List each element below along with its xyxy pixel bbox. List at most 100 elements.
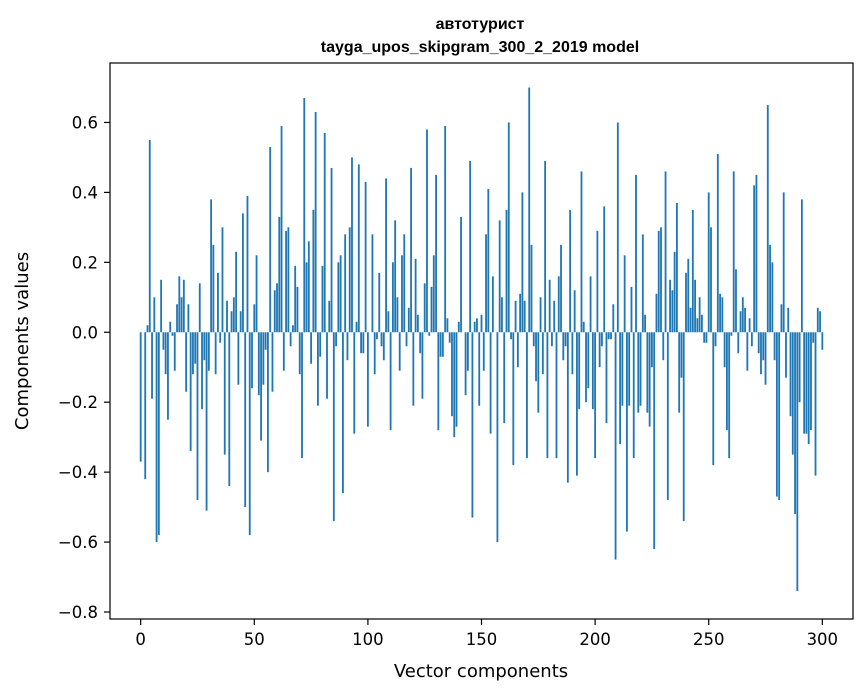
bar xyxy=(648,332,651,427)
bar xyxy=(573,290,576,333)
bar xyxy=(357,164,360,333)
bar xyxy=(244,332,247,508)
bar xyxy=(807,332,810,445)
bar xyxy=(560,244,562,333)
bar xyxy=(501,297,503,333)
bar xyxy=(591,332,594,410)
bar xyxy=(660,227,662,333)
bar xyxy=(242,213,244,333)
bar xyxy=(160,279,163,333)
bar xyxy=(210,199,213,333)
bar xyxy=(646,332,649,413)
bar xyxy=(641,234,644,333)
bar xyxy=(635,174,637,333)
bar xyxy=(621,332,624,406)
bar xyxy=(748,318,751,333)
bar xyxy=(598,332,601,368)
bar xyxy=(551,332,553,347)
bar xyxy=(739,311,742,333)
bar xyxy=(669,279,671,333)
bar xyxy=(519,293,522,333)
bar xyxy=(219,332,222,343)
bar xyxy=(819,311,821,333)
plot-frame xyxy=(109,62,854,620)
bar xyxy=(441,332,444,357)
bar xyxy=(539,297,542,333)
bar xyxy=(612,304,615,333)
bar xyxy=(655,293,658,333)
bar xyxy=(337,262,340,333)
bar xyxy=(555,332,558,459)
bar xyxy=(800,199,803,333)
bar xyxy=(446,318,449,333)
bar xyxy=(626,332,628,532)
bar xyxy=(364,181,367,333)
bar xyxy=(544,160,547,333)
bar xyxy=(305,262,308,333)
bar xyxy=(480,314,483,333)
bar xyxy=(814,332,817,476)
bar xyxy=(757,332,760,354)
bar xyxy=(230,311,233,333)
bar xyxy=(725,332,728,431)
bar xyxy=(232,297,235,333)
chart-subtitle: tayga_upos_skipgram_300_2_2019 model xyxy=(321,39,639,56)
bar xyxy=(619,332,622,445)
bar xyxy=(155,332,158,543)
bar xyxy=(194,332,197,364)
bar xyxy=(521,192,524,333)
bar xyxy=(255,255,258,333)
bar xyxy=(189,332,192,452)
y-axis-ticks: −0.8 −0.6 −0.4 −0.2 0.0 0.2 0.4 0.6 xyxy=(58,113,110,622)
bar xyxy=(571,332,574,375)
bar xyxy=(221,227,224,333)
bar xyxy=(680,332,683,378)
bar xyxy=(339,255,342,333)
y-axis-label: Components values xyxy=(12,252,33,430)
bar xyxy=(482,332,485,371)
bar xyxy=(419,332,422,354)
bar xyxy=(310,332,312,364)
bar xyxy=(741,297,744,333)
bar xyxy=(705,332,708,343)
bar xyxy=(478,332,481,406)
bar xyxy=(657,230,660,333)
bar xyxy=(773,332,776,361)
bar xyxy=(351,157,353,333)
bar xyxy=(169,321,172,333)
bar xyxy=(816,307,819,333)
bar xyxy=(498,220,501,333)
bar xyxy=(548,279,551,333)
bar xyxy=(439,332,442,357)
bar xyxy=(380,332,383,347)
y-tick-label: −0.6 xyxy=(58,533,98,552)
bar xyxy=(746,332,749,371)
bar xyxy=(444,125,447,333)
y-tick-label: −0.8 xyxy=(58,603,98,622)
bar xyxy=(516,332,519,368)
bar xyxy=(460,216,462,333)
bar xyxy=(148,139,151,333)
bar xyxy=(580,171,583,333)
bar xyxy=(398,332,401,371)
bar xyxy=(294,265,297,333)
bar xyxy=(614,332,617,560)
bar xyxy=(730,332,733,336)
bar xyxy=(796,332,799,592)
bar xyxy=(269,146,272,333)
bar xyxy=(473,321,476,333)
bar xyxy=(410,167,412,333)
bar xyxy=(371,234,374,333)
bar xyxy=(264,332,267,350)
bar xyxy=(341,332,344,494)
bar xyxy=(223,332,226,455)
bar xyxy=(653,332,656,550)
bar xyxy=(146,325,149,333)
bar xyxy=(662,332,665,361)
bar xyxy=(344,234,347,333)
bar xyxy=(587,332,590,389)
bar xyxy=(312,209,315,333)
bar xyxy=(760,332,762,375)
bar xyxy=(562,332,565,361)
bar xyxy=(700,314,703,333)
